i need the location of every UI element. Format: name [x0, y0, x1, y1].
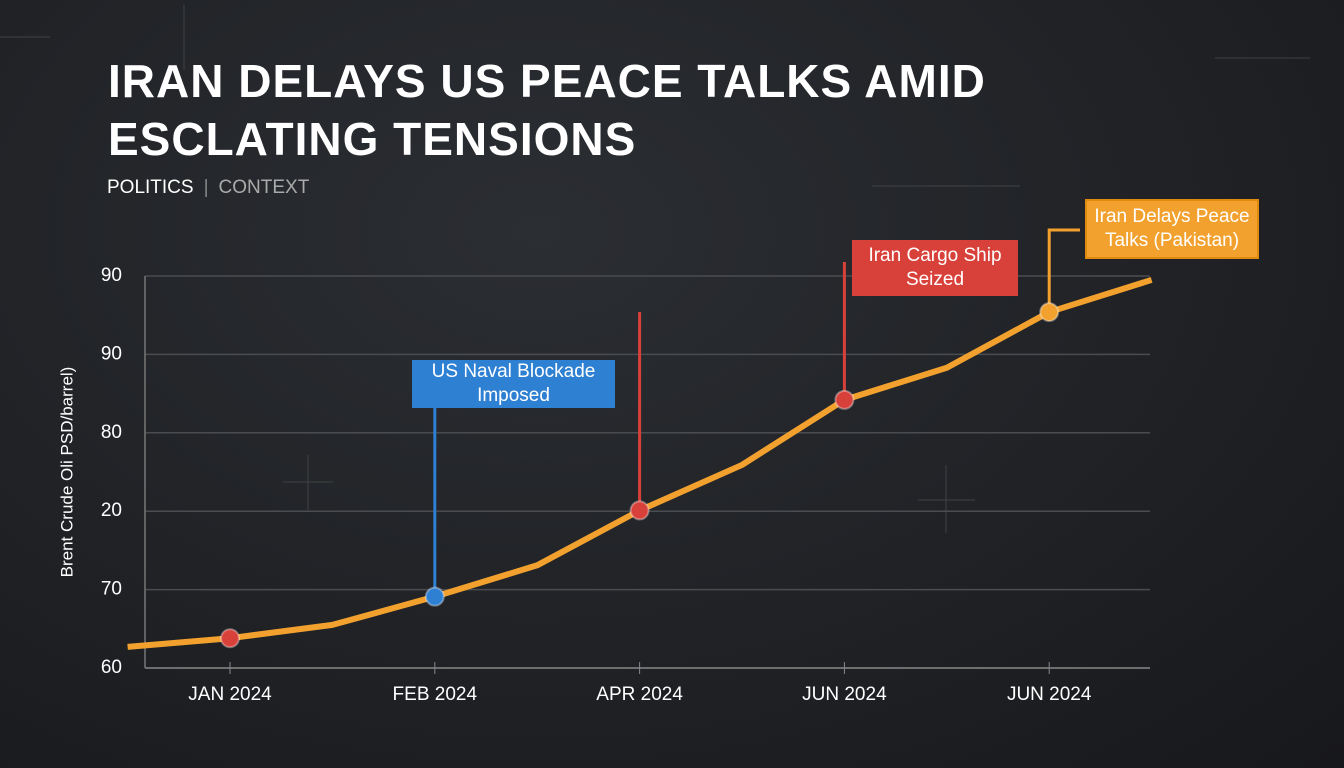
x-tick-label: FEB 2024: [393, 684, 478, 705]
event-label-box: [1085, 199, 1259, 259]
x-tick-label: JUN 2024: [802, 684, 887, 705]
y-tick-label: 80: [101, 422, 122, 443]
headline: IRAN DELAYS US PEACE TALKS AMID ESCLATIN…: [108, 55, 986, 165]
y-tick-label: 20: [101, 500, 122, 521]
y-tick-label: 70: [101, 579, 122, 600]
event-leader: [1047, 228, 1080, 313]
y-tick-label: 90: [101, 265, 122, 286]
event-marker: [424, 586, 445, 607]
event-label: Talks (Pakistan): [1105, 230, 1239, 251]
event-marker: [629, 500, 650, 521]
event-label: Seized: [906, 269, 964, 290]
x-tick-label: JUN 2024: [1007, 684, 1092, 705]
event-label-box: [412, 360, 615, 408]
event-marker: [1039, 302, 1060, 323]
tags: POLITICS | CONTEXT: [107, 177, 310, 198]
event-label: Iran Delays Peace: [1094, 206, 1249, 227]
event-marker: [220, 628, 240, 649]
event-label: Iran Cargo Ship: [868, 245, 1001, 266]
x-tick-label: APR 2024: [596, 684, 683, 705]
tag: POLITICS: [107, 177, 194, 198]
y-tick-label: 90: [101, 343, 122, 364]
y-axis-label: Brent Crude Oli PSD/barrel): [57, 367, 76, 578]
event-label: Imposed: [477, 385, 550, 406]
event-label-box: [852, 240, 1018, 296]
tag: CONTEXT: [218, 177, 310, 198]
event-label: US Naval Blockade: [432, 361, 596, 382]
y-tick-label: 60: [101, 657, 122, 678]
x-tick-label: JAN 2024: [188, 684, 272, 705]
event-marker: [834, 389, 855, 410]
